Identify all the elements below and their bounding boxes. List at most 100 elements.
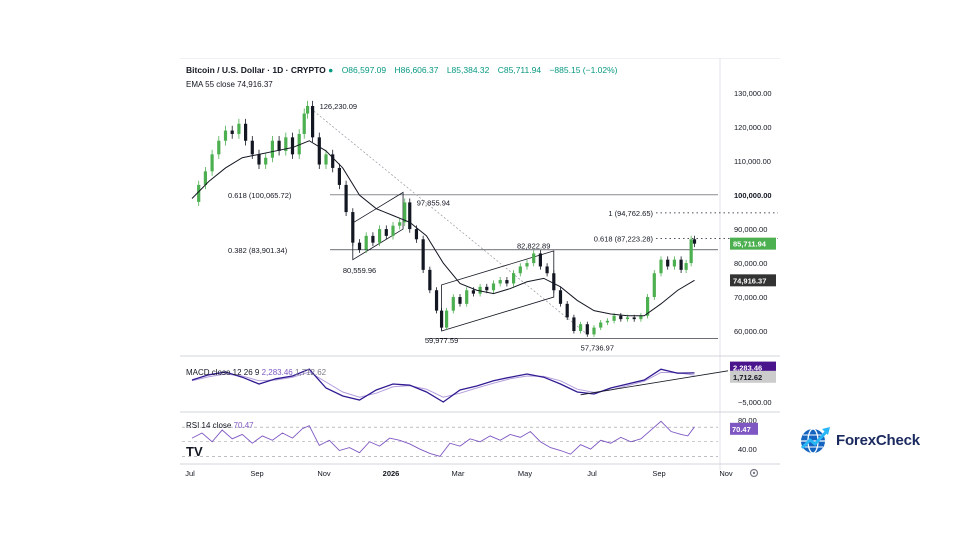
candle-body	[331, 154, 335, 168]
price-annotation: 97,855.94	[417, 198, 450, 207]
candle-body	[264, 157, 268, 165]
candle-body	[384, 229, 388, 236]
candle-body	[297, 133, 301, 155]
candle-body	[625, 317, 630, 320]
candle-body	[257, 154, 261, 165]
price-annotation: 59,977.59	[425, 336, 458, 345]
candle-body	[619, 315, 623, 320]
ohlc-open: O86,597.09	[341, 65, 387, 75]
candle-body	[344, 184, 348, 213]
rsi-tick-label: 80.00	[738, 416, 757, 425]
candle-body	[351, 212, 355, 243]
price-tick-label: 70,000.00	[734, 293, 767, 302]
status-dot: ●	[328, 65, 334, 75]
candle-body	[317, 137, 321, 165]
candle-body	[585, 324, 589, 335]
candle-body	[679, 259, 683, 270]
candle-body	[324, 154, 328, 165]
candle-body	[223, 130, 228, 141]
ohlc-change: −885.15 (−1.02%)	[549, 65, 618, 75]
candle-body	[652, 273, 656, 298]
brand-logo: ForexCheck	[798, 424, 920, 456]
rsi-tag-label: 70.47	[732, 425, 751, 434]
candle-body	[210, 154, 214, 172]
gear-icon-center	[752, 471, 756, 475]
candle-body	[545, 266, 549, 274]
chart-svg: 130,000.00 120,000.00 110,000.00 100,000.00…	[180, 57, 780, 478]
candle-body	[639, 315, 643, 320]
candle-body	[684, 263, 688, 270]
candle-body	[203, 171, 207, 185]
price-tick-label: 100,000.00	[734, 191, 772, 200]
chart-legend: Bitcoin / U.S. Dollar · 1D · CRYPTO ● O8…	[186, 65, 618, 75]
candle-body	[277, 140, 281, 151]
time-tick-label: May	[518, 469, 532, 478]
candle-body	[659, 259, 663, 274]
candle-body	[250, 140, 254, 155]
candle-body	[478, 286, 482, 294]
price-annotation: 82,822.89	[517, 241, 550, 250]
brand-name: ForexCheck	[836, 431, 920, 449]
projection-level-label: 1 (94,762.65)	[608, 209, 653, 218]
rsi-legend-label: RSI 14 close	[186, 421, 232, 430]
chart-frame: 130,000.00 120,000.00 110,000.00 100,000.00…	[180, 57, 780, 482]
time-tick-label: Jul	[185, 469, 195, 478]
time-tick-label: Nov	[719, 469, 733, 478]
ema-legend-value: 74,916.37	[237, 80, 273, 89]
macd-tag2-bg	[730, 370, 776, 383]
candle-body	[692, 239, 697, 244]
price-annotation: 126,230.09	[320, 102, 358, 111]
candle-body	[421, 239, 425, 270]
tradingview-logo: TV	[186, 444, 203, 459]
fib-level-label: 0.618 (100,065.72)	[228, 191, 292, 200]
candle-body	[498, 280, 502, 284]
candle-body	[579, 324, 583, 332]
candle-body	[565, 303, 569, 318]
gear-icon	[749, 468, 759, 478]
candle-body	[357, 242, 362, 250]
candle-body	[458, 297, 462, 304]
candle-body	[689, 239, 693, 264]
candle-body	[525, 263, 529, 267]
price-tick-label: 90,000.00	[734, 225, 767, 234]
candle-body	[398, 222, 402, 226]
rsi-legend: RSI 14 close 70.47	[186, 421, 254, 430]
candle-body	[572, 317, 576, 332]
candle-body	[284, 137, 288, 151]
rsi-tick-label: 40.00	[738, 445, 757, 454]
candle-body	[434, 290, 439, 311]
candle-body	[364, 235, 368, 250]
time-tick-label: Jul	[587, 469, 597, 478]
price-tick-label: 130,000.00	[734, 89, 772, 98]
symbol-title: Bitcoin / U.S. Dollar · 1D · CRYPTO	[186, 65, 326, 75]
price-tick-label: 120,000.00	[734, 123, 772, 132]
price-annotation: 57,736.97	[581, 344, 614, 353]
macd-tag1-label: 2,283.46	[733, 364, 762, 373]
price-tick-label: 110,000.00	[734, 157, 771, 166]
candle-body	[538, 253, 542, 267]
ema-line	[191, 140, 695, 317]
dotted-trendline	[307, 105, 588, 335]
macd-tag2-label: 1,712.62	[733, 373, 762, 382]
rsi-tag-bg	[730, 422, 758, 435]
candle-body	[552, 273, 556, 291]
macd-trendline	[580, 370, 729, 396]
macd-legend-label: MACD close 12 26 9	[186, 368, 260, 377]
candle-body	[230, 130, 234, 134]
candle-body	[378, 229, 382, 243]
macd-tag1-bg	[730, 361, 776, 374]
candle-body	[217, 140, 221, 155]
candle-body	[290, 137, 295, 155]
ohlc-close: C85,711.94	[497, 65, 542, 75]
candle-body	[632, 317, 636, 320]
ema-legend-label: EMA 55 close	[186, 80, 235, 89]
time-tick-label: Nov	[317, 469, 331, 478]
candle-body	[270, 140, 274, 158]
candle-body	[532, 253, 536, 264]
candle-body	[592, 327, 596, 335]
last-price-tag-bg	[730, 237, 776, 250]
macd-axis-label: −5,000.00	[738, 398, 772, 407]
candle-body	[403, 202, 407, 223]
candle-body	[451, 297, 455, 311]
macd-legend-value1: 2,283.46	[261, 368, 293, 377]
